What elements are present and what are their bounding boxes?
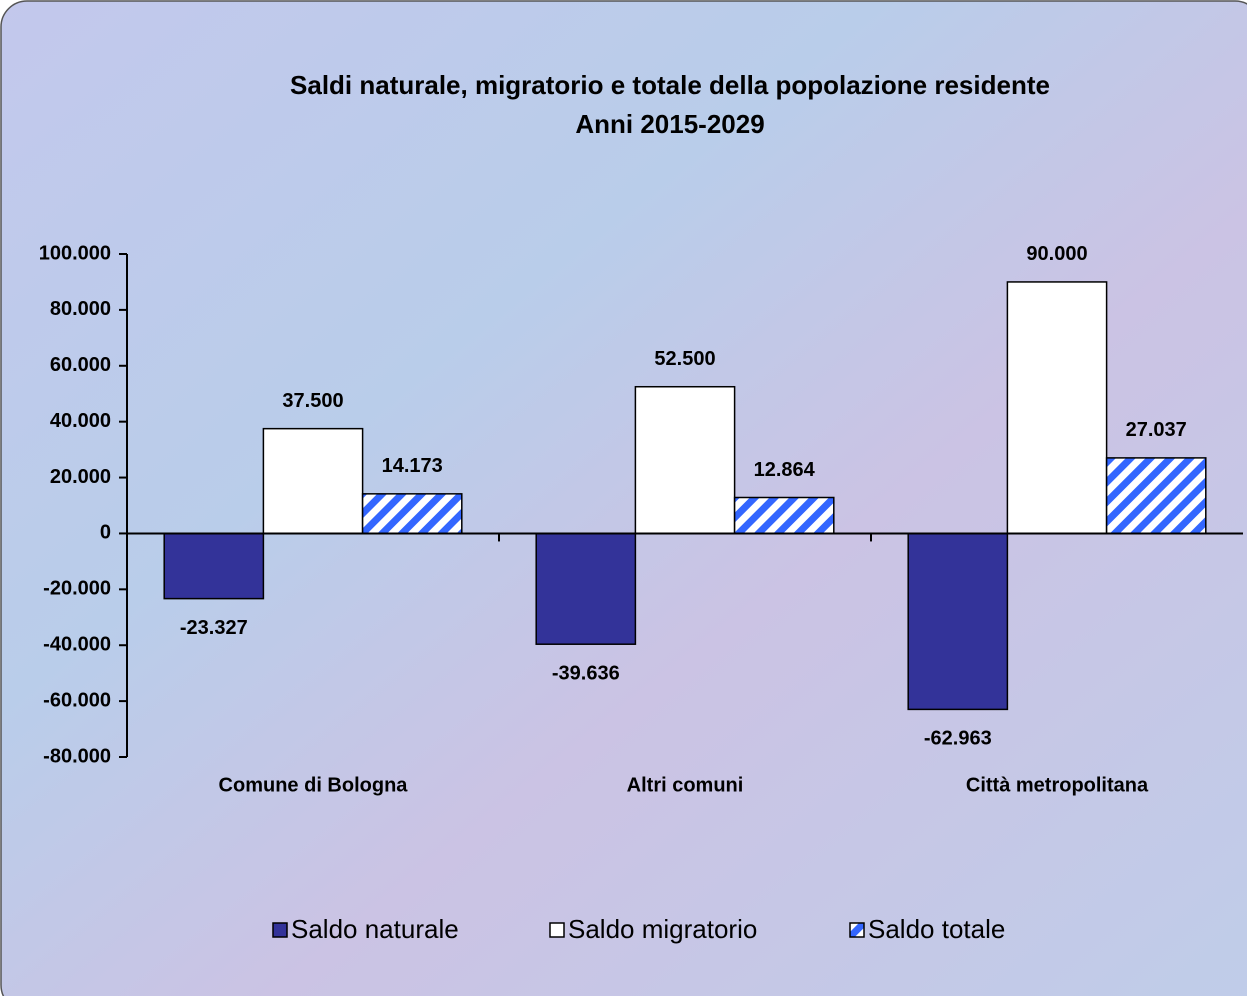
bar [361, 493, 463, 535]
y-tick-label: 100.000 [39, 242, 111, 264]
data-label: 90.000 [1026, 243, 1087, 265]
chart-subtitle: Anni 2015-2029 [575, 109, 764, 139]
legend-swatch [272, 922, 288, 938]
data-label: -62.963 [924, 728, 992, 750]
bar [634, 385, 736, 535]
bar [262, 427, 364, 535]
y-tick-label: -80.000 [43, 745, 111, 767]
y-tick-label: 0 [100, 522, 111, 544]
bar [733, 496, 835, 535]
data-label: 52.500 [654, 348, 715, 370]
data-label: 37.500 [282, 390, 343, 412]
legend-label: Saldo totale [868, 914, 1005, 944]
data-label: 12.864 [754, 459, 816, 481]
y-tick-label: 80.000 [50, 298, 111, 320]
data-label: 27.037 [1126, 419, 1187, 441]
bar [535, 532, 637, 645]
legend-label: Saldo migratorio [568, 914, 757, 944]
bar [1105, 457, 1207, 535]
y-tick-label: -60.000 [43, 689, 111, 711]
bar [907, 532, 1009, 711]
legend-swatch [849, 922, 865, 938]
y-tick-label: -20.000 [43, 578, 111, 600]
data-label: 14.173 [382, 455, 443, 477]
bar [163, 532, 265, 600]
y-tick-label: -40.000 [43, 634, 111, 656]
x-tick-label: Comune di Bologna [219, 774, 409, 796]
bar [1006, 281, 1108, 535]
y-tick-label: 20.000 [50, 466, 111, 488]
data-label: -39.636 [552, 662, 620, 684]
data-label: -23.327 [180, 617, 248, 639]
y-tick-label: 40.000 [50, 410, 111, 432]
chart-title: Saldi naturale, migratorio e totale dell… [290, 70, 1050, 100]
x-tick-label: Altri comuni [627, 774, 744, 796]
y-tick-label: 60.000 [50, 354, 111, 376]
x-tick-label: Città metropolitana [966, 774, 1149, 796]
legend-swatch [549, 922, 565, 938]
legend-label: Saldo naturale [291, 914, 459, 944]
